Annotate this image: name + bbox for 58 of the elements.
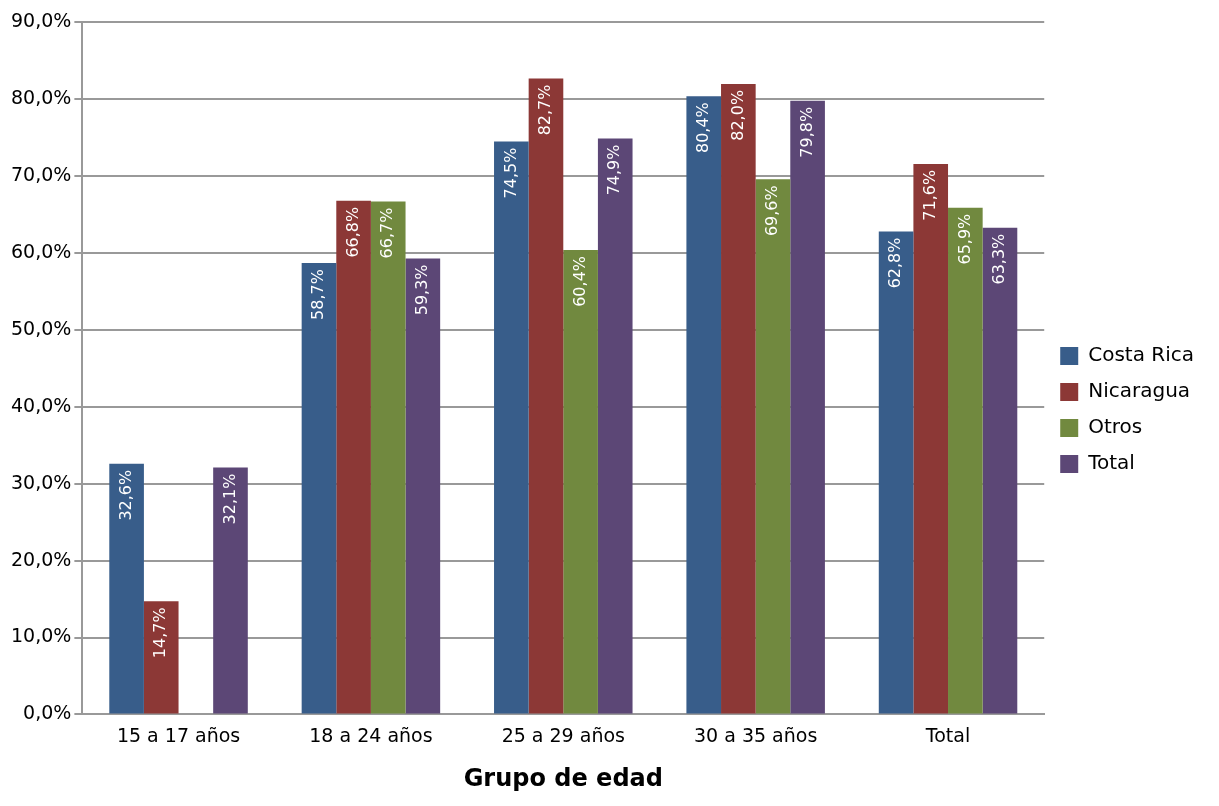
bar: [686, 96, 722, 714]
y-tick-label: 20,0%: [11, 547, 72, 570]
data-label: 59,3%: [412, 264, 432, 316]
y-tick-label: 80,0%: [11, 86, 72, 109]
data-label: 82,0%: [727, 89, 747, 141]
data-label: 32,1%: [219, 473, 239, 525]
y-tick-label: 40,0%: [11, 393, 72, 416]
bar: [948, 207, 983, 714]
data-label: 80,4%: [692, 102, 712, 154]
bar: [336, 200, 371, 714]
bar: [878, 231, 914, 714]
bar: [913, 163, 949, 714]
y-tick-label: 30,0%: [11, 470, 72, 493]
y-tick-label: 60,0%: [11, 240, 72, 262]
data-label: 14,7%: [150, 607, 170, 659]
data-label: 69,6%: [762, 185, 782, 237]
data-label: 65,9%: [954, 213, 974, 265]
y-tick-label: 0,0%: [23, 701, 72, 724]
data-label: 79,8%: [796, 106, 816, 158]
bar: [494, 141, 529, 714]
bar: [109, 463, 144, 714]
y-tick-label: 70,0%: [11, 163, 72, 186]
y-tick-label: 10,0%: [11, 624, 72, 647]
x-tick-label: 25 a 29 años: [501, 723, 625, 746]
legend-label: Otros: [1088, 414, 1143, 439]
bar: [982, 227, 1018, 714]
x-tick-label: 15 a 17 años: [116, 723, 241, 746]
bar: [405, 258, 441, 714]
bar: [563, 249, 598, 714]
y-tick-label: 90,0%: [11, 9, 72, 32]
legend-label: Costa Rica: [1088, 342, 1194, 367]
x-tick-label: 30 a 35 años: [694, 723, 818, 746]
data-label: 74,9%: [604, 144, 624, 196]
bar: [790, 100, 825, 714]
x-tick-label: 18 a 24 años: [309, 723, 433, 746]
data-label: 71,6%: [919, 169, 939, 221]
y-tick-label: 50,0%: [11, 316, 72, 339]
bar: [370, 201, 406, 714]
bar: [597, 138, 633, 714]
bar: [528, 78, 564, 714]
bar: [755, 179, 791, 714]
data-label: 63,3%: [989, 233, 1009, 285]
data-label: 82,7%: [535, 84, 555, 136]
bar: [213, 467, 248, 714]
data-label: 60,4%: [569, 255, 589, 307]
legend-label: Total: [1087, 450, 1135, 475]
bar: [301, 263, 337, 714]
x-axis-title: Grupo de edad: [463, 763, 663, 792]
data-label: 74,5%: [500, 147, 520, 199]
bar: [721, 83, 756, 714]
x-tick-label: Total: [924, 723, 971, 746]
data-label: 32,6%: [115, 469, 135, 521]
bar: [143, 601, 179, 714]
legend-label: Nicaragua: [1088, 378, 1191, 403]
data-label: 62,8%: [885, 237, 905, 289]
data-label: 66,7%: [377, 207, 397, 259]
data-label: 66,8%: [342, 206, 362, 258]
data-label: 58,7%: [308, 269, 328, 320]
